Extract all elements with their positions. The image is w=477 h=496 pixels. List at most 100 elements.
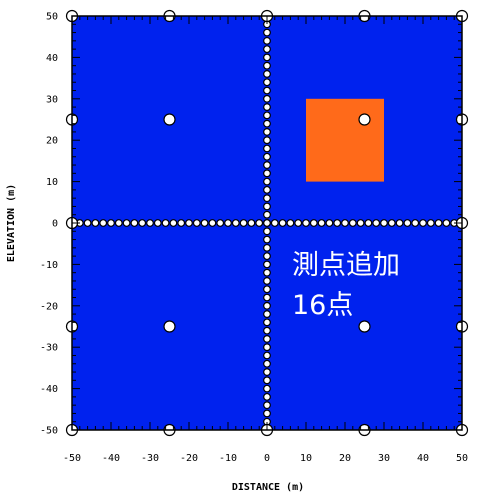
annotation-line-1: 測点追加 (292, 250, 400, 281)
measurement-point (364, 219, 373, 227)
measurement-point (263, 310, 271, 318)
y-tick-label: 0 (52, 219, 58, 230)
measurement-point (372, 219, 381, 227)
measurement-point (263, 144, 271, 153)
measurement-point (263, 359, 271, 368)
measurement-point (263, 78, 271, 87)
measurement-point (146, 219, 154, 227)
measurement-point (358, 320, 371, 333)
measurement-point (263, 36, 271, 45)
measurement-point (177, 219, 186, 227)
x-tick-label: -40 (102, 453, 120, 464)
x-tick-label: 30 (378, 453, 390, 464)
y-tick-label: -40 (40, 384, 58, 395)
measurement-point (263, 119, 271, 128)
measurement-point (325, 219, 334, 227)
x-tick-label: 0 (264, 453, 270, 464)
measurement-point (270, 219, 279, 227)
y-tick-label: -30 (40, 343, 58, 354)
measurement-point (91, 219, 100, 227)
measurement-point (263, 177, 271, 186)
measurement-point (263, 45, 271, 54)
x-tick-label: 50 (456, 453, 468, 464)
measurement-point (99, 219, 108, 227)
measurement-point (263, 392, 271, 401)
y-tick-label: -20 (40, 301, 58, 312)
measurement-point (411, 219, 420, 227)
measurement-point (263, 318, 271, 327)
measurement-point (309, 219, 318, 227)
measurement-point (263, 161, 271, 169)
measurement-point (263, 210, 271, 219)
measurement-point (302, 219, 310, 227)
anomaly-layer (306, 98, 384, 182)
measurement-point (356, 219, 365, 227)
measurement-point (192, 219, 201, 227)
measurement-point (263, 384, 271, 393)
measurement-point (263, 194, 271, 203)
measurement-point (263, 53, 271, 62)
measurement-point (333, 219, 342, 227)
y-tick-label: -10 (40, 260, 58, 271)
measurement-point (358, 113, 371, 126)
measurement-point (263, 94, 271, 103)
measurement-point (208, 219, 217, 227)
measurement-point (419, 219, 427, 227)
measurement-point (286, 219, 295, 227)
measurement-point (263, 202, 271, 211)
measurement-point (138, 219, 147, 227)
measurement-point (403, 219, 412, 227)
measurement-point (263, 152, 271, 161)
measurement-point (263, 293, 271, 302)
measurement-point (263, 185, 271, 194)
measurement-point (200, 219, 209, 227)
measurement-point (263, 260, 271, 269)
measurement-point (263, 169, 271, 178)
y-tick-label: 10 (46, 177, 58, 188)
measurement-point (216, 219, 225, 227)
measurement-point (294, 219, 303, 227)
measurement-point (395, 219, 404, 227)
x-axis-label: DISTANCE (m) (232, 482, 304, 493)
measurement-points (65, 9, 469, 437)
measurement-point (380, 219, 388, 227)
measurement-point (263, 268, 271, 277)
measurement-point (153, 219, 162, 227)
annotation-line-2: 16点 (292, 290, 353, 321)
measurement-point (387, 219, 396, 227)
measurement-point (263, 351, 271, 360)
measurement-point (231, 219, 240, 227)
measurement-point (263, 335, 271, 343)
x-tick-label: 40 (417, 453, 429, 464)
measurement-point (163, 320, 176, 333)
measurement-point (341, 219, 349, 227)
measurement-point (255, 219, 264, 227)
measurement-point (163, 113, 176, 126)
measurement-point (263, 61, 271, 70)
measurement-point (130, 219, 139, 227)
measurement-point (169, 219, 178, 227)
measurement-point (185, 219, 193, 227)
measurement-point (263, 409, 271, 418)
measurement-point (263, 277, 271, 285)
y-tick-label: 30 (46, 94, 58, 105)
measurement-point (263, 28, 271, 37)
x-tick-label: -10 (219, 453, 237, 464)
x-tick-label: 20 (339, 453, 351, 464)
x-tick-label: -50 (63, 453, 81, 464)
y-tick-label: 20 (46, 136, 58, 147)
measurement-point (442, 219, 451, 227)
measurement-point (263, 368, 271, 376)
measurement-point (239, 219, 248, 227)
y-tick-label: 40 (46, 53, 58, 64)
measurement-point (263, 401, 271, 410)
measurement-point (263, 235, 271, 244)
measurement-point (263, 86, 271, 95)
measurement-point (161, 219, 170, 227)
measurement-point (263, 252, 271, 261)
measurement-point (263, 343, 271, 352)
measurement-point (263, 376, 271, 385)
measurement-point (263, 111, 271, 120)
measurement-point (122, 219, 131, 227)
measurement-point (426, 219, 435, 227)
